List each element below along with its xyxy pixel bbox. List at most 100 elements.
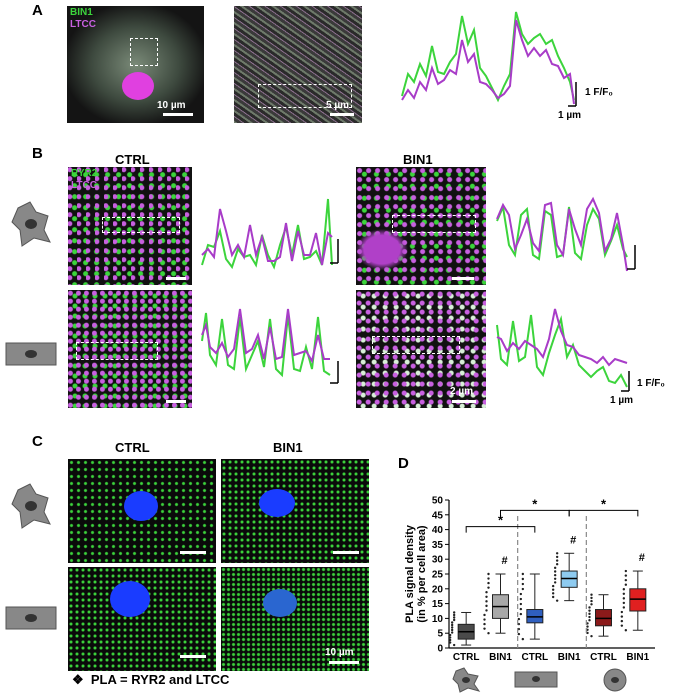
- panel-d-letter: D: [398, 455, 409, 472]
- panel-b-scalebar-1: [166, 277, 186, 280]
- data-point: [588, 606, 591, 609]
- y-tick-label: 10: [432, 614, 444, 625]
- panel-a-roi-box: [130, 38, 158, 66]
- data-point: [450, 621, 454, 624]
- data-point: [555, 552, 559, 555]
- data-point: [555, 555, 559, 559]
- x-category-label: BIN1: [558, 652, 581, 663]
- data-point: [553, 566, 557, 570]
- data-point: [519, 612, 523, 616]
- data-point: [588, 612, 591, 616]
- data-point: [620, 615, 624, 618]
- icon-adult-cell-c: [5, 606, 57, 630]
- y-tick-label: 15: [432, 599, 444, 610]
- y-axis-label-line1: PLA signal density: [404, 524, 416, 623]
- panel-a-scale-label-right: 5 µm: [326, 100, 349, 111]
- x-category-label: BIN1: [489, 652, 512, 663]
- panel-a-letter: A: [32, 2, 43, 19]
- data-point: [521, 572, 525, 576]
- panel-c-bin1-neonatal: [221, 459, 369, 563]
- y-tick-label: 25: [432, 570, 444, 581]
- data-point: [485, 600, 488, 603]
- data-point: [586, 625, 589, 628]
- data-point: [487, 586, 490, 589]
- panel-a-line-profile: [401, 11, 577, 107]
- panel-c-col-bin1: BIN1: [273, 440, 303, 455]
- panel-c-col-ctrl: CTRL: [115, 440, 150, 455]
- data-point: [624, 569, 628, 573]
- panel-c-ctrl-adult: [68, 567, 216, 671]
- data-point: [521, 582, 525, 586]
- panel-d-boxplot: 0 5 10 15 20 25 30 35 40 45 50 PLA signal density (i…: [404, 496, 655, 663]
- significance-hash: #: [639, 552, 645, 564]
- data-point: [487, 572, 490, 576]
- panel-c-nucleus-3: [110, 581, 150, 617]
- data-point: [452, 618, 456, 622]
- panel-a-legend-bin1: BIN1: [70, 7, 93, 18]
- data-point: [487, 632, 490, 635]
- data-point: [485, 604, 488, 608]
- bracket-ctrl: [465, 526, 536, 533]
- data-point: [521, 577, 525, 581]
- data-point: [555, 559, 559, 562]
- y-axis-label-line2: (in % per cell area): [416, 525, 428, 623]
- significance-hash: #: [570, 534, 576, 546]
- icon-neonatal-cell-b: [11, 201, 51, 247]
- panel-b-roi-4: [372, 336, 460, 354]
- data-point: [448, 638, 452, 642]
- y-tick-label: 50: [432, 496, 444, 507]
- y-tick-label: 0: [437, 644, 443, 655]
- data-point: [551, 588, 555, 591]
- data-point: [452, 616, 456, 619]
- data-point: [622, 601, 626, 605]
- data-point: [519, 597, 523, 601]
- data-point: [551, 595, 555, 599]
- panel-b-col-bin1: BIN1: [403, 152, 433, 167]
- panel-c-nucleus-2: [259, 489, 295, 517]
- footnote-text: PLA = RYR2 and LTCC: [90, 672, 230, 687]
- data-point: [452, 611, 456, 614]
- panel-c-letter: C: [32, 433, 43, 450]
- bracket-bin1-2: [568, 509, 639, 517]
- panel-b-xscale-label: 1 µm: [610, 395, 633, 406]
- data-point: [450, 623, 454, 627]
- data-point: [483, 627, 486, 630]
- data-point: [620, 619, 624, 623]
- data-point: [448, 633, 452, 637]
- data-point: [624, 578, 628, 582]
- x-category-label: CTRL: [521, 652, 548, 663]
- data-point: [624, 583, 628, 586]
- data-point: [620, 610, 624, 614]
- panel-a-micrograph-cell: BIN1 LTCC 10 µm: [67, 6, 204, 123]
- panel-a-micrograph-zoom: 5 µm: [234, 6, 362, 123]
- data-point: [553, 577, 557, 580]
- panel-b-ctrl-neonatal: RYR2 LTCC: [68, 167, 192, 285]
- data-point: [487, 577, 490, 580]
- data-point: [553, 573, 557, 577]
- panel-b-profile-bin1-adult: [496, 308, 630, 392]
- data-point: [517, 632, 521, 636]
- panel-b-bin1-neonatal: [356, 167, 486, 285]
- data-point: [452, 643, 456, 647]
- y-tick-label: 40: [432, 525, 444, 536]
- panel-c-scalebar-3: [180, 655, 206, 658]
- panel-a-xscale-label: 1 µm: [558, 110, 581, 121]
- data-point: [448, 641, 452, 644]
- data-point: [450, 628, 454, 632]
- bracket-bin1-2-star: *: [601, 496, 607, 511]
- icon-adult-cell-b: [5, 342, 57, 366]
- data-point: [519, 602, 523, 606]
- data-point: [622, 606, 626, 609]
- x-category-label: CTRL: [453, 652, 480, 663]
- data-point: [624, 629, 628, 632]
- data-point: [588, 609, 591, 612]
- data-point: [551, 584, 555, 588]
- panel-a-scalebar-left: [163, 113, 193, 116]
- data-point: [553, 570, 557, 573]
- data-point: [555, 563, 559, 566]
- panel-a-nucleus: [122, 72, 154, 100]
- panel-c-scale-label: 10 µm: [325, 647, 354, 658]
- bracket-ctrl-star: *: [498, 513, 504, 528]
- panel-b-col-ctrl: CTRL: [115, 152, 150, 167]
- data-point: [519, 592, 523, 596]
